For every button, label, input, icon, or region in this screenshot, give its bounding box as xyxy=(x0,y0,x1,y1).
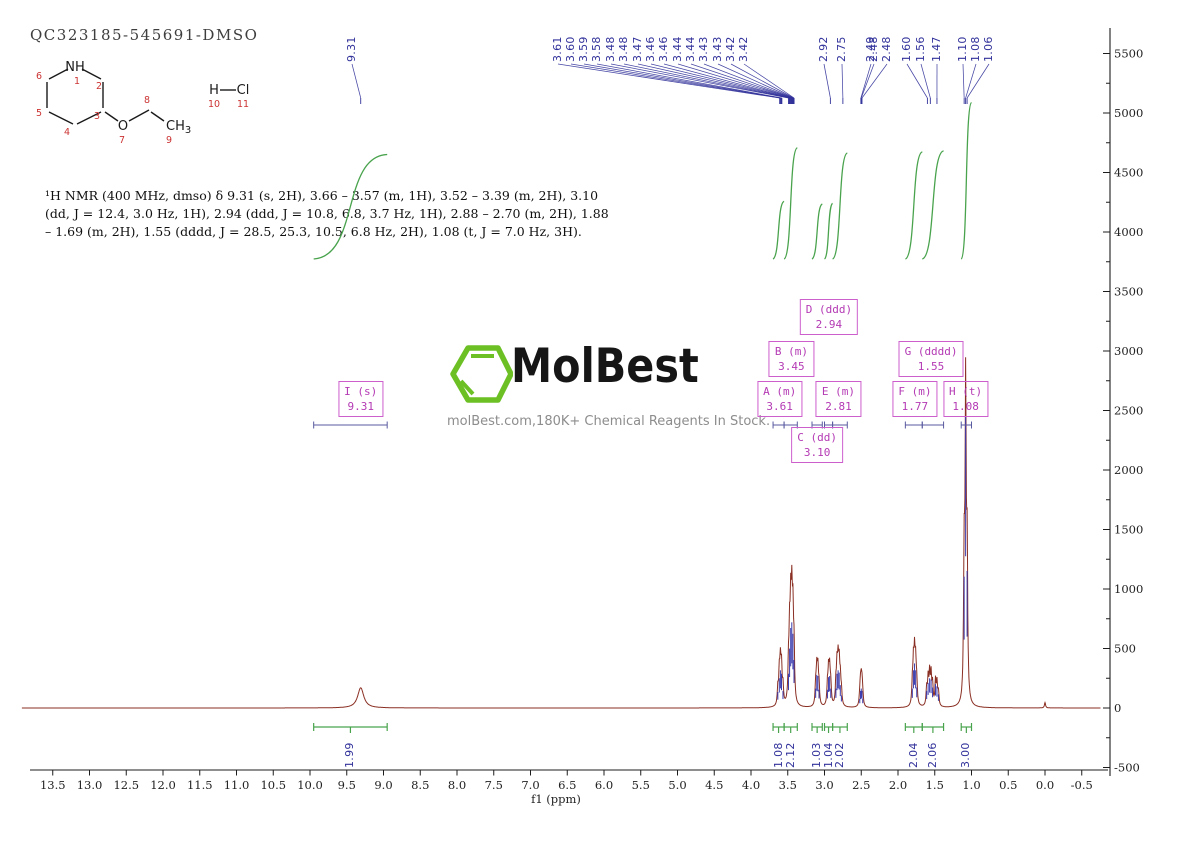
methyl-label: CH3 xyxy=(166,119,191,136)
blue-peak-markers xyxy=(777,416,968,704)
integral-brackets xyxy=(313,723,973,733)
molbest-logo-text: MolBest xyxy=(511,339,699,394)
peak-leader-lines xyxy=(351,63,990,104)
hcl-h-label: H xyxy=(209,83,219,98)
svg-text:5000: 5000 xyxy=(1114,106,1143,120)
svg-text:5.5: 5.5 xyxy=(632,778,650,792)
amine-label: NH xyxy=(65,60,85,75)
svg-text:2: 2 xyxy=(96,81,102,92)
spectrum-trace xyxy=(21,357,1101,709)
bond-lines xyxy=(46,68,236,125)
svg-text:-500: -500 xyxy=(1114,761,1140,775)
svg-text:4.5: 4.5 xyxy=(705,778,723,792)
svg-text:1.0: 1.0 xyxy=(962,778,980,792)
svg-text:3000: 3000 xyxy=(1114,344,1143,358)
svg-text:5: 5 xyxy=(36,108,42,119)
integral-range-markers xyxy=(313,421,972,429)
molbest-hexagon-icon xyxy=(450,345,513,403)
svg-text:1: 1 xyxy=(74,76,80,87)
svg-text:10: 10 xyxy=(208,99,220,110)
svg-text:6: 6 xyxy=(36,71,42,82)
svg-text:11.5: 11.5 xyxy=(187,778,213,792)
svg-text:9: 9 xyxy=(166,135,172,146)
svg-text:0: 0 xyxy=(1114,701,1121,715)
svg-text:1000: 1000 xyxy=(1114,582,1143,596)
atom-numbers: 1 2 3 4 5 6 7 8 9 10 11 xyxy=(36,71,249,146)
svg-text:4: 4 xyxy=(64,127,70,138)
svg-text:13.5: 13.5 xyxy=(40,778,66,792)
svg-text:12.0: 12.0 xyxy=(150,778,176,792)
svg-text:8: 8 xyxy=(144,95,150,106)
hcl-cl-label: Cl xyxy=(237,83,250,98)
svg-text:10.5: 10.5 xyxy=(260,778,286,792)
svg-text:f1 (ppm): f1 (ppm) xyxy=(531,792,581,806)
svg-text:2.5: 2.5 xyxy=(852,778,870,792)
oxygen-label: O xyxy=(118,119,128,134)
svg-text:3: 3 xyxy=(94,111,100,122)
svg-text:11: 11 xyxy=(237,99,249,110)
svg-text:9.0: 9.0 xyxy=(374,778,392,792)
svg-text:0.0: 0.0 xyxy=(1036,778,1054,792)
svg-text:500: 500 xyxy=(1114,642,1136,656)
svg-text:9.5: 9.5 xyxy=(338,778,356,792)
y-axis: 5500500045004000350030002500200015001000… xyxy=(1103,28,1143,776)
svg-text:4500: 4500 xyxy=(1114,166,1143,180)
svg-text:11.0: 11.0 xyxy=(224,778,250,792)
svg-text:4.0: 4.0 xyxy=(742,778,760,792)
svg-text:10.0: 10.0 xyxy=(297,778,323,792)
svg-text:3.5: 3.5 xyxy=(779,778,797,792)
svg-text:1.5: 1.5 xyxy=(926,778,944,792)
svg-text:6.0: 6.0 xyxy=(595,778,613,792)
svg-text:2500: 2500 xyxy=(1114,404,1143,418)
svg-text:6.5: 6.5 xyxy=(558,778,576,792)
sample-title: QC323185-545691-DMSO xyxy=(30,26,259,44)
svg-text:7: 7 xyxy=(119,135,125,146)
svg-text:0.5: 0.5 xyxy=(999,778,1017,792)
svg-text:5500: 5500 xyxy=(1114,47,1143,61)
svg-text:8.0: 8.0 xyxy=(448,778,466,792)
svg-text:7.0: 7.0 xyxy=(521,778,539,792)
svg-text:2.0: 2.0 xyxy=(889,778,907,792)
svg-text:13.0: 13.0 xyxy=(77,778,103,792)
nmr-assignment-text: ¹H NMR (400 MHz, dmso) δ 9.31 (s, 2H), 3… xyxy=(45,188,609,239)
svg-text:3500: 3500 xyxy=(1114,285,1143,299)
svg-text:4000: 4000 xyxy=(1114,225,1143,239)
molecule-structure-drawing: NH O CH3 H Cl 1 2 3 4 5 6 7 8 9 10 11 xyxy=(36,60,250,146)
svg-text:1500: 1500 xyxy=(1114,523,1143,537)
svg-text:12.5: 12.5 xyxy=(113,778,139,792)
svg-text:2000: 2000 xyxy=(1114,463,1143,477)
x-axis: 13.5 13.0 12.5 12.0 11.5 11.0 10.5 10.0 9.5 9.0 8.… xyxy=(30,769,1108,806)
svg-text:3.0: 3.0 xyxy=(815,778,833,792)
integral-curves xyxy=(313,101,973,260)
svg-text:7.5: 7.5 xyxy=(485,778,503,792)
svg-text:-0.5: -0.5 xyxy=(1071,778,1093,792)
svg-text:8.5: 8.5 xyxy=(411,778,429,792)
svg-text:5.0: 5.0 xyxy=(668,778,686,792)
molbest-tagline: molBest.com,180K+ Chemical Reagents In S… xyxy=(447,414,771,429)
